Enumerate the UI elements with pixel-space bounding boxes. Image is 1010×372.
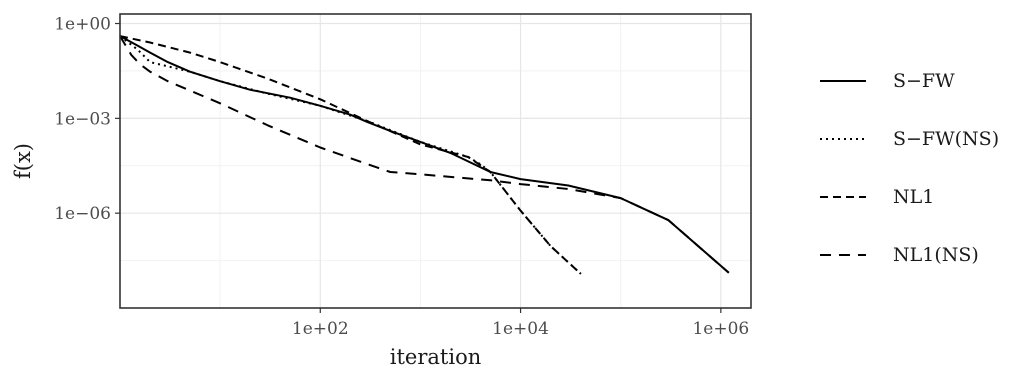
panel-border <box>119 13 752 309</box>
x-tick-label: 1e+04 <box>492 319 549 339</box>
x-axis: 1e+02 1e+04 1e+06 <box>292 308 749 339</box>
x-tick-label: 1e+06 <box>692 319 749 339</box>
y-axis-title: f(x) <box>11 143 35 179</box>
legend-label: NL1 <box>893 186 934 208</box>
minor-grid <box>120 14 751 308</box>
series-line-longdash <box>119 35 730 274</box>
series-layer <box>119 35 730 275</box>
legend-label: S−FW <box>893 70 955 92</box>
panel-background <box>120 14 751 308</box>
y-axis: 1e+00 1e−03 1e−06 <box>54 15 120 224</box>
y-tick-label: 1e−06 <box>54 204 111 224</box>
legend-label: NL1(NS) <box>893 244 979 266</box>
legend-label: S−FW(NS) <box>893 128 999 150</box>
series-line-dashed <box>119 35 582 275</box>
x-tick-label: 1e+02 <box>292 319 349 339</box>
legend: S−FW S−FW(NS) NL1 NL1(NS) <box>820 70 999 266</box>
major-grid <box>120 14 751 308</box>
x-axis-title: iteration <box>390 345 481 369</box>
y-tick-label: 1e−03 <box>54 109 111 129</box>
series-line-solid <box>119 35 730 274</box>
y-tick-label: 1e+00 <box>54 15 111 35</box>
